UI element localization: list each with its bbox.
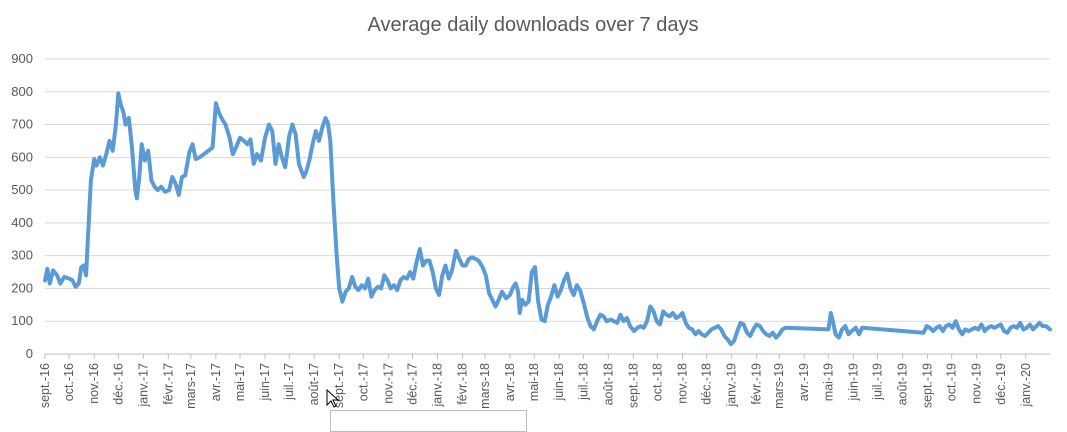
x-tick-label: févr.-17 [161,363,175,405]
y-tick-label: 900 [11,51,33,66]
line-chart: Average daily downloads over 7 days 0 100… [11,14,1052,409]
x-tick-label: juin-17 [258,363,272,402]
x-tick-label: déc.-18 [700,363,714,405]
y-tick-label: 100 [11,313,33,328]
x-tick-label: janv.-19 [725,363,739,408]
x-tick-label: mai-18 [527,363,541,401]
x-tick-label: juin-19 [846,363,860,402]
x-tick-label: mars-18 [478,363,492,409]
x-tick-label: déc.-17 [406,363,420,405]
x-tick-label: mars-19 [772,363,786,409]
x-axis-tick-labels: sept.-16 oct.-16 nov.-16 déc.-16 janv.-17 fév… [38,354,1033,409]
x-tick-label: juil.-19 [871,363,885,401]
hover-tooltip [330,410,527,432]
x-tick-label: nov.-18 [675,363,689,404]
x-tick-label: nov.-19 [970,363,984,404]
y-tick-label: 300 [11,248,33,263]
series-line-0 [43,91,1052,347]
x-tick-label: août-17 [307,363,321,405]
x-tick-label: avr.-18 [503,363,517,401]
x-tick-label: oct.-16 [62,363,76,401]
x-tick-label: oct.-17 [356,363,370,401]
x-tick-label: nov.-17 [381,363,395,404]
x-tick-label: mai-17 [233,363,247,401]
y-tick-label: 400 [11,215,33,230]
x-tick-label: déc.-19 [994,363,1008,405]
chart-title: Average daily downloads over 7 days [368,14,699,36]
x-tick-label: sept.-16 [38,363,52,408]
x-tick-label: mars-17 [184,363,198,409]
y-tick-label: 200 [11,280,33,295]
x-tick-label: sept.-17 [332,363,346,408]
x-tick-label: janv.-17 [136,363,150,408]
mouse-cursor-icon [326,389,340,408]
x-tick-label: déc.-16 [111,363,125,405]
y-tick-label: 500 [11,182,33,197]
x-tick-label: oct.-18 [651,363,665,401]
y-axis-tick-labels: 0 100 200 300 400 500 600 700 800 900 [11,51,33,361]
x-tick-label: avr.-17 [209,363,223,401]
y-tick-label: 800 [11,84,33,99]
x-tick-label: août-19 [896,363,910,405]
x-tick-label: nov.-16 [87,363,101,404]
x-tick-label: juil.-17 [282,363,296,401]
x-tick-label: août-18 [601,363,615,405]
x-tick-label: janv.-20 [1019,363,1033,408]
x-tick-label: avr.-19 [797,363,811,401]
x-tick-label: févr.-18 [455,363,469,405]
series-lines [43,91,1052,347]
x-tick-label: sept.-18 [626,363,640,408]
y-tick-label: 700 [11,117,33,132]
x-tick-label: mai-19 [821,363,835,401]
x-tick-label: sept.-19 [920,363,934,408]
y-tick-label: 0 [26,346,33,361]
x-tick-label: juin-18 [552,363,566,402]
x-tick-label: févr.-19 [750,363,764,405]
x-tick-label: janv.-18 [430,363,444,408]
x-tick-label: oct.-19 [945,363,959,401]
x-tick-label: juil.-18 [576,363,590,401]
gridlines [45,58,1050,355]
y-tick-label: 600 [11,149,33,164]
